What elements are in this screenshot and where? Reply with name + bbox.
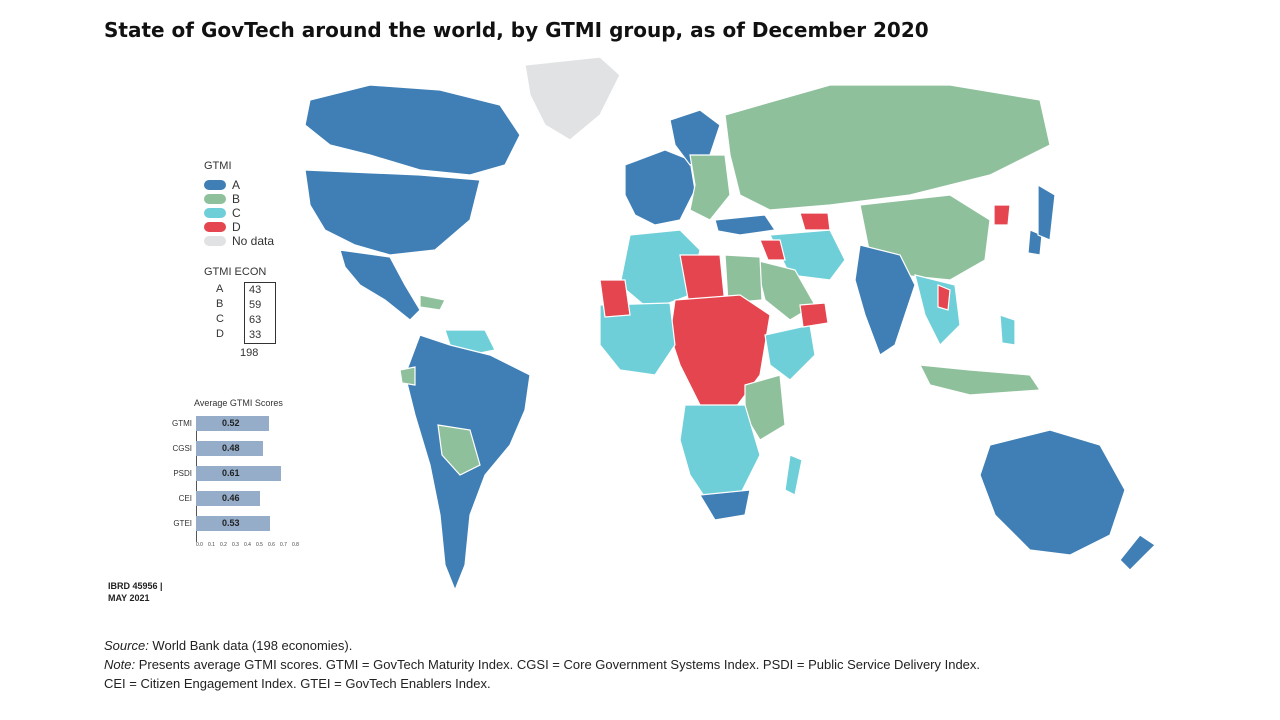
- score-bar: 0.46: [196, 490, 260, 506]
- score-tick: 0.2: [220, 542, 227, 548]
- score-row: CEI 0.46: [162, 489, 260, 507]
- score-label: CGSI: [172, 443, 192, 453]
- score-label: GTEI: [173, 518, 192, 528]
- note-line: Note: Presents average GTMI scores. GTMI…: [104, 657, 981, 672]
- legend-label: C: [232, 206, 241, 220]
- score-value: 0.52: [222, 418, 240, 428]
- legend-label: A: [232, 178, 241, 192]
- country-shape: [399, 366, 416, 386]
- country-shape: [854, 244, 916, 356]
- footer-notes: Source: World Bank data (198 economies).…: [104, 636, 980, 693]
- econ-count: 59: [249, 299, 262, 311]
- legend-swatch: [204, 236, 226, 246]
- score-row: PSDI 0.61: [162, 464, 281, 482]
- score-row: GTMI 0.52: [162, 414, 269, 432]
- source-line: Source: World Bank data (198 economies).: [104, 638, 353, 653]
- country-shape: [918, 364, 1042, 396]
- country-shape: [784, 454, 803, 496]
- country-shape: [1119, 534, 1156, 571]
- country-shape: [437, 424, 481, 476]
- country-shape: [304, 169, 481, 256]
- country-shape: [724, 84, 1051, 211]
- country-shape: [764, 324, 816, 381]
- legend-item: B: [204, 192, 274, 206]
- country-shape: [689, 154, 731, 221]
- ibrd-date: MAY 2021: [108, 593, 150, 603]
- econ-total: 198: [240, 347, 259, 359]
- country-shape: [624, 149, 696, 226]
- score-bar: 0.52: [196, 415, 269, 431]
- score-value: 0.46: [222, 493, 240, 503]
- legend-swatch: [204, 208, 226, 218]
- econ-count: 63: [249, 314, 262, 326]
- country-shape: [759, 239, 786, 261]
- econ-group: A: [216, 283, 224, 295]
- abbrev-line: CEI = Citizen Engagement Index. GTEI = G…: [104, 676, 491, 691]
- econ-group: B: [216, 298, 224, 310]
- country-shape: [524, 56, 621, 141]
- country-shape: [1037, 183, 1056, 241]
- score-label: CEI: [178, 493, 192, 503]
- score-value: 0.61: [222, 468, 240, 478]
- ibrd-stamp: IBRD 45956 | MAY 2021: [108, 580, 163, 604]
- score-bar: 0.48: [196, 440, 263, 456]
- score-tick: 0.6: [268, 542, 275, 548]
- score-bar: 0.53: [196, 515, 270, 531]
- world-map: [304, 56, 1156, 592]
- country-shape: [339, 249, 421, 321]
- country-shape: [599, 279, 631, 318]
- score-tick: 0.0: [196, 542, 203, 548]
- score-label: GTMI: [172, 418, 192, 428]
- score-label: PSDI: [173, 468, 192, 478]
- econ-count: 43: [249, 284, 262, 296]
- country-shape: [799, 302, 829, 328]
- legend-item: No data: [204, 234, 274, 248]
- legend-title: GTMI: [204, 160, 232, 172]
- country-shape: [937, 284, 951, 311]
- country-shape: [304, 84, 521, 176]
- legend-item: A: [204, 178, 274, 192]
- score-tick: 0.3: [232, 542, 239, 548]
- score-tick: 0.7: [280, 542, 287, 548]
- score-tick: 0.8: [292, 542, 299, 548]
- country-shape: [979, 429, 1126, 556]
- score-bar: 0.61: [196, 465, 281, 481]
- country-shape: [999, 314, 1016, 346]
- country-shape: [993, 204, 1011, 226]
- legend-label: B: [232, 192, 241, 206]
- score-tick: 0.1: [208, 542, 215, 548]
- legend-label: D: [232, 220, 241, 234]
- score-tick: 0.4: [244, 542, 251, 548]
- gtmi-legend: GTMI A B C D No data: [204, 160, 274, 248]
- country-shape: [419, 294, 446, 311]
- score-value: 0.48: [222, 443, 240, 453]
- country-shape: [599, 302, 676, 376]
- legend-swatch: [204, 222, 226, 232]
- score-tick: 0.5: [256, 542, 263, 548]
- econ-group: C: [216, 313, 224, 325]
- scores-ticks: 0.0 0.1 0.2 0.3 0.4 0.5 0.6 0.7 0.8: [196, 542, 304, 548]
- country-shape: [724, 254, 763, 304]
- country-shape: [698, 489, 751, 521]
- econ-count-box: 43 59 63 33: [244, 282, 276, 344]
- econ-title: GTMI ECON: [204, 266, 267, 278]
- score-row: GTEI 0.53: [162, 514, 270, 532]
- country-shape: [799, 212, 831, 231]
- legend-swatch: [204, 194, 226, 204]
- econ-count: 33: [249, 329, 262, 341]
- ibrd-number: IBRD 45956 |: [108, 581, 163, 591]
- score-row: CGSI 0.48: [162, 439, 263, 457]
- score-value: 0.53: [222, 518, 240, 528]
- legend-swatch: [204, 180, 226, 190]
- legend-label: No data: [232, 234, 275, 248]
- legend-item: C: [204, 206, 274, 220]
- econ-group: D: [216, 328, 224, 340]
- scores-title: Average GTMI Scores: [194, 398, 283, 408]
- country-shape: [714, 214, 777, 236]
- map-title: State of GovTech around the world, by GT…: [104, 18, 929, 42]
- legend-item: D: [204, 220, 274, 234]
